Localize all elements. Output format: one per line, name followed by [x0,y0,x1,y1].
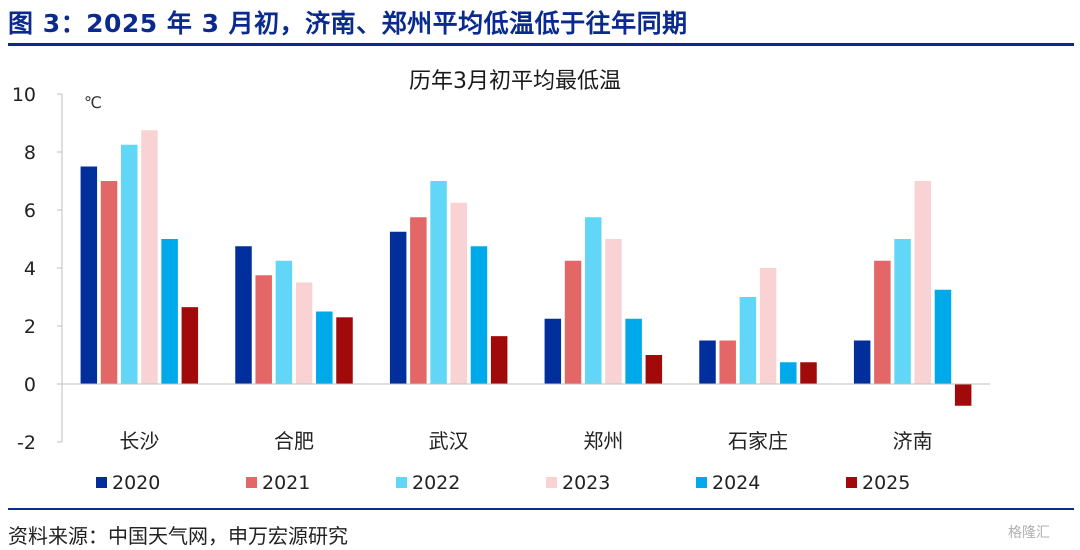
x-category-label: 石家庄 [728,429,788,453]
bar [295,282,313,384]
bar [80,166,98,384]
y-tick-label: -2 [17,432,36,454]
chart-title: 历年3月初平均最低温 [409,69,621,94]
bar [389,231,407,384]
title-divider [8,43,1074,46]
bar [800,362,817,384]
legend-label: 2023 [562,472,610,494]
bar [316,311,333,384]
bar [874,260,891,384]
bar [161,239,178,384]
legend-swatch [246,477,257,488]
bar [853,340,871,384]
bar [235,246,252,384]
legend-swatch [546,477,557,488]
x-category-label: 郑州 [583,429,623,453]
bar [255,275,272,384]
bar [430,181,447,384]
x-category-label: 济南 [893,429,933,453]
legend-label: 2021 [262,472,310,494]
x-category-label: 长沙 [119,429,159,453]
legend-label: 2020 [112,472,160,494]
bar-chart: 历年3月初平均最低温 ℃ -2 0 2 4 6 8 10 长沙 合肥 武汉 郑州 石家庄 济南 202… [12,69,990,494]
legend-label: 2022 [412,472,460,494]
bar [739,297,757,384]
legend: 2020 2021 2022 2023 2024 2025 [96,472,910,494]
y-tick-label: 4 [24,258,36,280]
bar [894,239,911,384]
y-axis: -2 0 2 4 6 8 10 [12,84,63,454]
bar [470,246,488,384]
bar [780,362,797,384]
legend-label: 2024 [712,472,760,494]
bar [914,181,932,384]
bar [450,202,468,384]
bar [275,260,293,384]
y-tick-label: 0 [24,374,36,396]
y-tick-label: 10 [12,84,36,106]
watermark-logo: 格隆汇 [1008,525,1050,541]
bar-series-group [80,130,972,406]
bar [645,355,663,384]
bar [410,217,427,384]
legend-swatch [96,477,107,488]
legend-swatch [396,477,407,488]
legend-swatch [846,477,857,488]
bar [584,217,602,384]
y-axis-unit: ℃ [84,93,102,112]
bar [100,181,118,384]
bar [490,336,508,384]
legend-swatch [696,477,707,488]
bar [625,318,642,384]
bar [719,340,736,384]
legend-label: 2025 [862,472,910,494]
bar [699,340,716,384]
source-note: 资料来源：中国天气网，申万宏源研究 [8,524,348,548]
bar [336,317,353,384]
y-tick-label: 2 [24,316,36,338]
bar [954,384,972,406]
bar [181,307,199,384]
bar [605,239,622,384]
bar [544,318,562,384]
x-category-label: 合肥 [274,429,314,453]
bar [759,268,777,384]
y-tick-label: 6 [24,200,36,222]
y-tick-label: 8 [24,142,36,164]
source-divider [8,508,1074,510]
x-axis: 长沙 合肥 武汉 郑州 石家庄 济南 [62,383,990,453]
bar [934,289,952,384]
x-category-label: 武汉 [429,429,469,453]
bar [120,144,138,384]
figure-title: 图 3：2025 年 3 月初，济南、郑州平均低温低于往年同期 [8,9,688,38]
bar [141,130,158,384]
bar [564,260,582,384]
